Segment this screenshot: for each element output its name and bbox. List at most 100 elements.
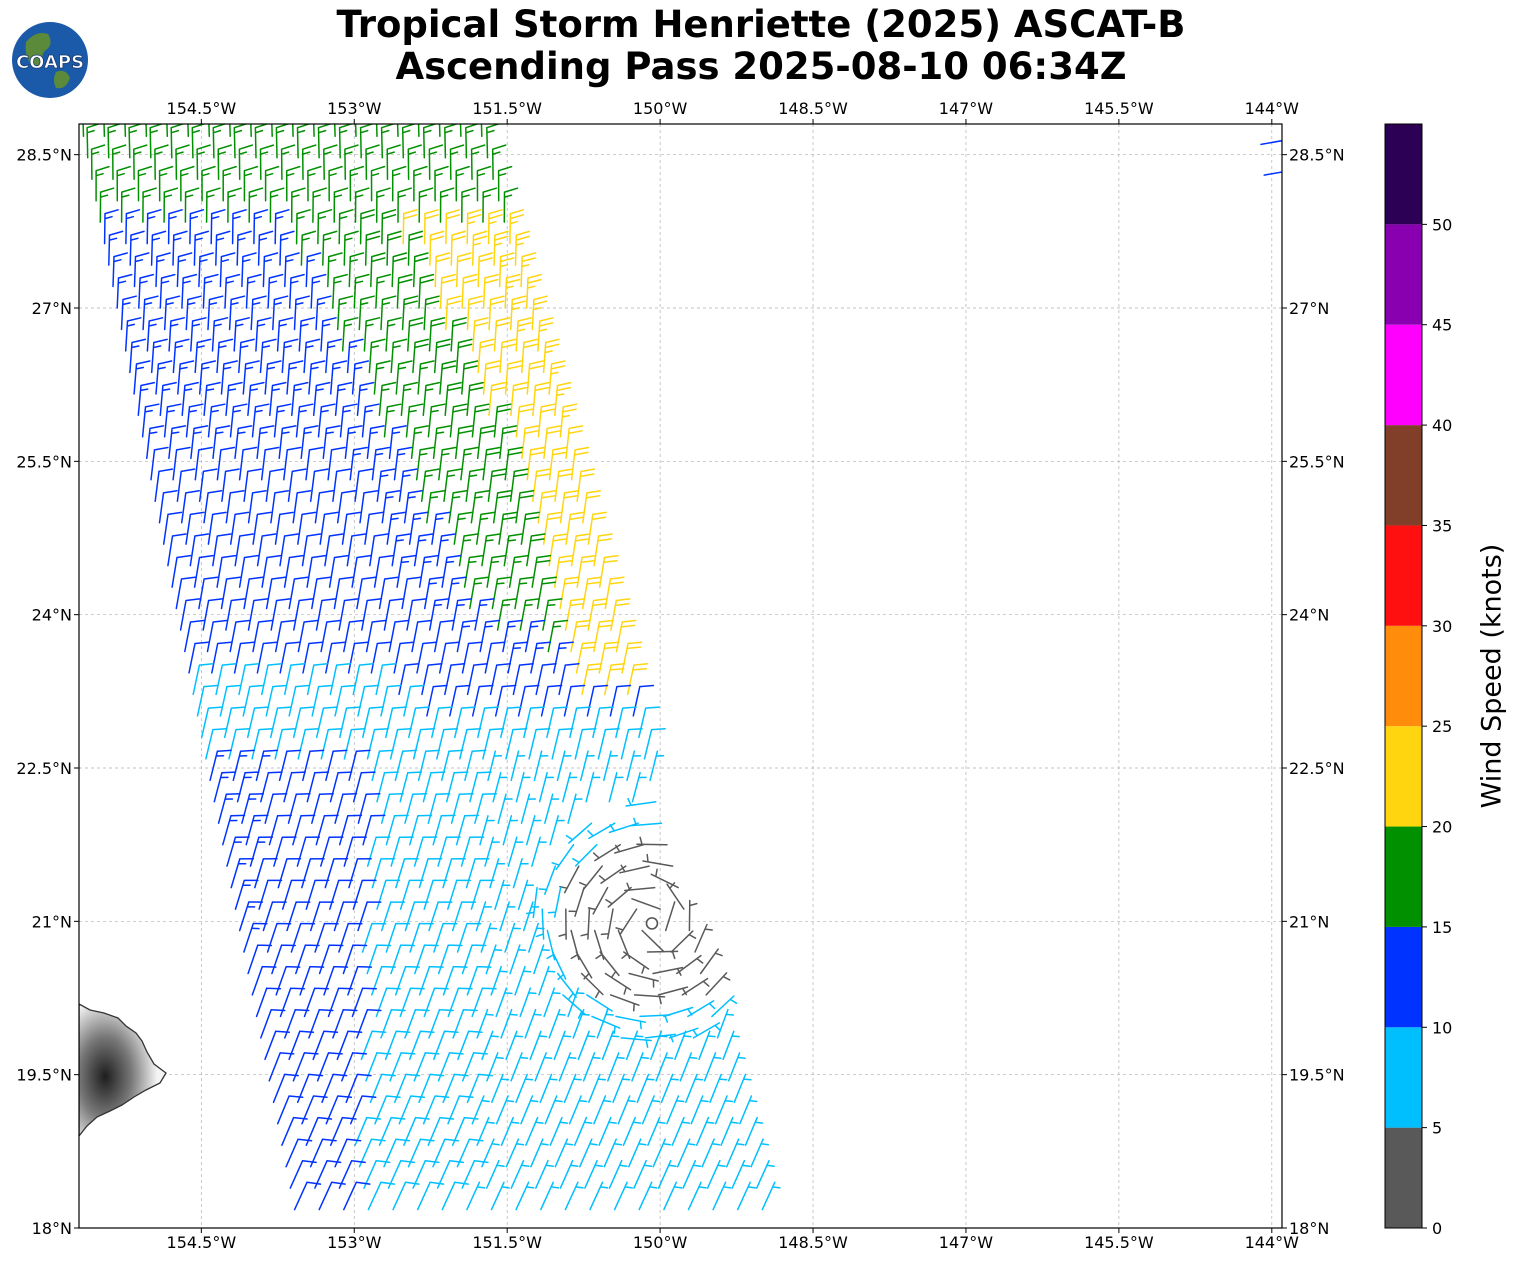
wind-barb-494 xyxy=(502,619,523,653)
wind-barb-978 xyxy=(725,1138,745,1168)
wind-barb-133 xyxy=(386,230,402,266)
wind-barb-400 xyxy=(167,533,187,567)
colorbar-tick-label-10: 50 xyxy=(1432,215,1452,234)
wind-barb-799 xyxy=(699,948,723,975)
colorbar-bin-3 xyxy=(1385,826,1422,927)
wind-barb-222 xyxy=(172,338,190,374)
wind-barb-446 xyxy=(311,576,332,610)
wind-barb-257 xyxy=(504,360,522,395)
wind-barb-711 xyxy=(489,858,506,889)
colorbar-bin-2 xyxy=(1385,926,1422,1028)
wind-barb-746 xyxy=(380,901,406,932)
wind-barb-763 xyxy=(314,922,339,953)
wind-barb-422 xyxy=(216,554,237,588)
wind-barb-502 xyxy=(233,641,255,674)
wind-barb-118 xyxy=(487,209,503,245)
wind-barb-548 xyxy=(380,684,402,717)
wind-barb-427 xyxy=(328,554,349,588)
wind-barb-553 xyxy=(494,684,517,717)
wind-barb-328 xyxy=(327,446,346,481)
wind-barb-174 xyxy=(418,273,435,309)
wind-barb-893 xyxy=(582,1052,601,1082)
wind-barb-325 xyxy=(260,446,280,481)
wind-barb-1002 xyxy=(343,1181,371,1211)
wind-barb-648 xyxy=(404,793,428,824)
wind-barb-499 xyxy=(615,619,637,653)
wind-barb-838 xyxy=(687,1000,716,1018)
wind-barb-179 xyxy=(525,273,542,309)
wind-barb-693 xyxy=(531,836,547,867)
wind-barb-578 xyxy=(615,706,637,739)
wind-barb-256 xyxy=(482,360,501,395)
wind-barb-505 xyxy=(302,641,324,674)
wind-barb-1008 xyxy=(490,1181,510,1211)
wind-barb-365 xyxy=(270,489,290,524)
wind-barb-616 xyxy=(579,750,595,782)
wind-barb-554 xyxy=(517,684,540,717)
wind-barb-85 xyxy=(205,187,221,223)
wind-barb-468 xyxy=(361,598,382,631)
wind-barb-582 xyxy=(251,728,274,760)
wind-barb-805 xyxy=(371,965,397,996)
wind-barb-661 xyxy=(245,814,269,846)
wind-barb-187 xyxy=(272,295,289,331)
wind-barb-486 xyxy=(320,619,342,653)
wind-barb-858 xyxy=(692,1022,722,1039)
wind-barb-570 xyxy=(431,706,453,739)
wind-barb-103 xyxy=(167,209,183,245)
wind-barb-859 xyxy=(716,1008,735,1039)
wind-barb-761 xyxy=(266,922,292,953)
lon-tick-label-bottom-3: 150°W xyxy=(633,1233,688,1252)
wind-barb-271 xyxy=(378,381,397,417)
wind-barb-592 xyxy=(482,728,505,760)
wind-barb-821 xyxy=(279,987,306,1018)
wind-barb-895 xyxy=(631,1052,650,1082)
wind-barb-752 xyxy=(522,901,540,932)
wind-barb-636 xyxy=(585,771,601,803)
wind-barb-630 xyxy=(445,771,469,803)
wind-barb-716 xyxy=(587,886,609,915)
wind-barb-402 xyxy=(212,533,232,567)
wind-barb-960 xyxy=(285,1138,313,1168)
wind-barb-75 xyxy=(413,165,428,202)
wind-barb-356 xyxy=(509,468,529,502)
wind-barb-361 xyxy=(180,489,200,524)
wind-barb-408 xyxy=(346,533,367,567)
wind-barb-457 xyxy=(559,576,580,610)
wind-barb-975 xyxy=(652,1138,672,1168)
wind-barb-886 xyxy=(413,1052,440,1082)
colorbar-label: Wind Speed (knots) xyxy=(1476,543,1508,809)
wind-barb-342 xyxy=(198,468,218,502)
wind-barb-810 xyxy=(490,965,508,996)
wind-barb-772 xyxy=(528,922,545,953)
wind-barb-525 xyxy=(306,663,329,696)
wind-barb-954 xyxy=(622,1116,642,1146)
wind-barb-101 xyxy=(125,209,141,245)
wind-barb-143 xyxy=(176,252,193,288)
wind-barb-172 xyxy=(375,273,392,309)
wind-barb-959 xyxy=(744,1116,764,1146)
wind-barb-706 xyxy=(371,858,396,889)
wind-barb-1020 xyxy=(1260,139,1282,146)
wind-barb-391 xyxy=(408,511,429,545)
colorbar-tick-label-9: 45 xyxy=(1432,316,1452,335)
wind-barb-818 xyxy=(681,977,710,996)
wind-barb-642 xyxy=(264,793,288,824)
wind-barb-573 xyxy=(500,706,522,739)
wind-barb-410 xyxy=(391,533,411,567)
wind-barb-409 xyxy=(369,533,389,567)
wind-barb-431 xyxy=(418,554,439,588)
wind-barb-734 xyxy=(558,908,567,940)
wind-barb-806 xyxy=(394,965,420,996)
wind-barb-638 xyxy=(631,771,647,803)
wind-barb-416 xyxy=(526,533,546,567)
wind-barb-822 xyxy=(303,987,330,1018)
wind-barb-641 xyxy=(241,793,265,824)
wind-barb-611 xyxy=(464,749,487,782)
wind-barb-329 xyxy=(349,446,368,481)
wind-barb-10 xyxy=(291,124,294,138)
wind-barb-1014 xyxy=(638,1181,658,1211)
wind-barb-280 xyxy=(141,403,160,438)
wind-barb-647 xyxy=(380,793,404,824)
wind-barb-287 xyxy=(295,403,314,438)
